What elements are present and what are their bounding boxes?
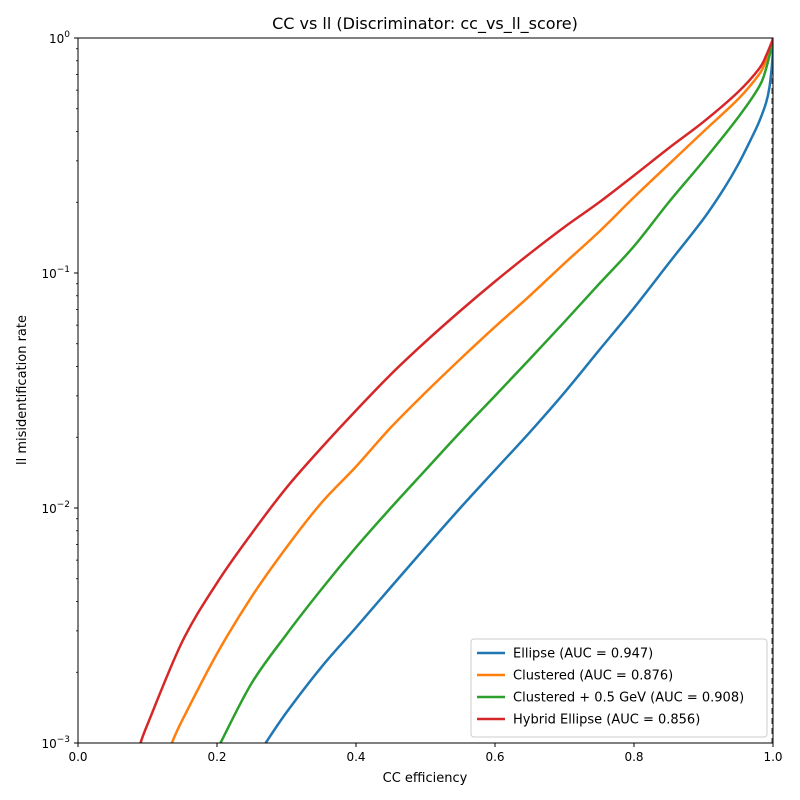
legend-label-4: Hybrid Ellipse (AUC = 0.856) [513, 713, 700, 728]
x-axis: 0.0 0.2 0.4 0.6 0.8 1.0 [68, 743, 783, 764]
x-tick-label: 0.0 [68, 750, 87, 764]
series-line-1 [264, 43, 773, 743]
x-tick-label: 0.8 [624, 750, 643, 764]
y-tick-label: 10−2 [41, 500, 70, 516]
y-axis-label: ll misidentification rate [15, 315, 30, 465]
series-line-4 [139, 38, 773, 743]
legend: Ellipse (AUC = 0.947) Clustered (AUC = 0.… [470, 638, 768, 738]
plot-area [77, 37, 774, 744]
series-line-2 [170, 39, 773, 743]
y-tick-label: 100 [49, 30, 70, 46]
legend-label-1: Ellipse (AUC = 0.947) [513, 647, 653, 662]
x-tick-label: 0.4 [346, 750, 365, 764]
chart-title: CC vs ll (Discriminator: cc_vs_ll_score) [272, 14, 578, 34]
x-tick-label: 0.6 [485, 750, 504, 764]
y-tick-label: 10−1 [41, 265, 70, 281]
legend-box [470, 638, 768, 738]
x-tick-label: 0.2 [207, 750, 226, 764]
series-line-3 [219, 40, 773, 743]
legend-label-3: Clustered + 0.5 GeV (AUC = 0.908) [513, 691, 744, 706]
y-axis: 10−3 10−2 10−1 100 [41, 30, 78, 751]
legend-label-2: Clustered (AUC = 0.876) [513, 669, 673, 684]
x-axis-label: CC efficiency [383, 771, 468, 786]
y-tick-label: 10−3 [41, 735, 70, 751]
plot-frame [77, 37, 774, 744]
x-tick-label: 1.0 [763, 750, 782, 764]
